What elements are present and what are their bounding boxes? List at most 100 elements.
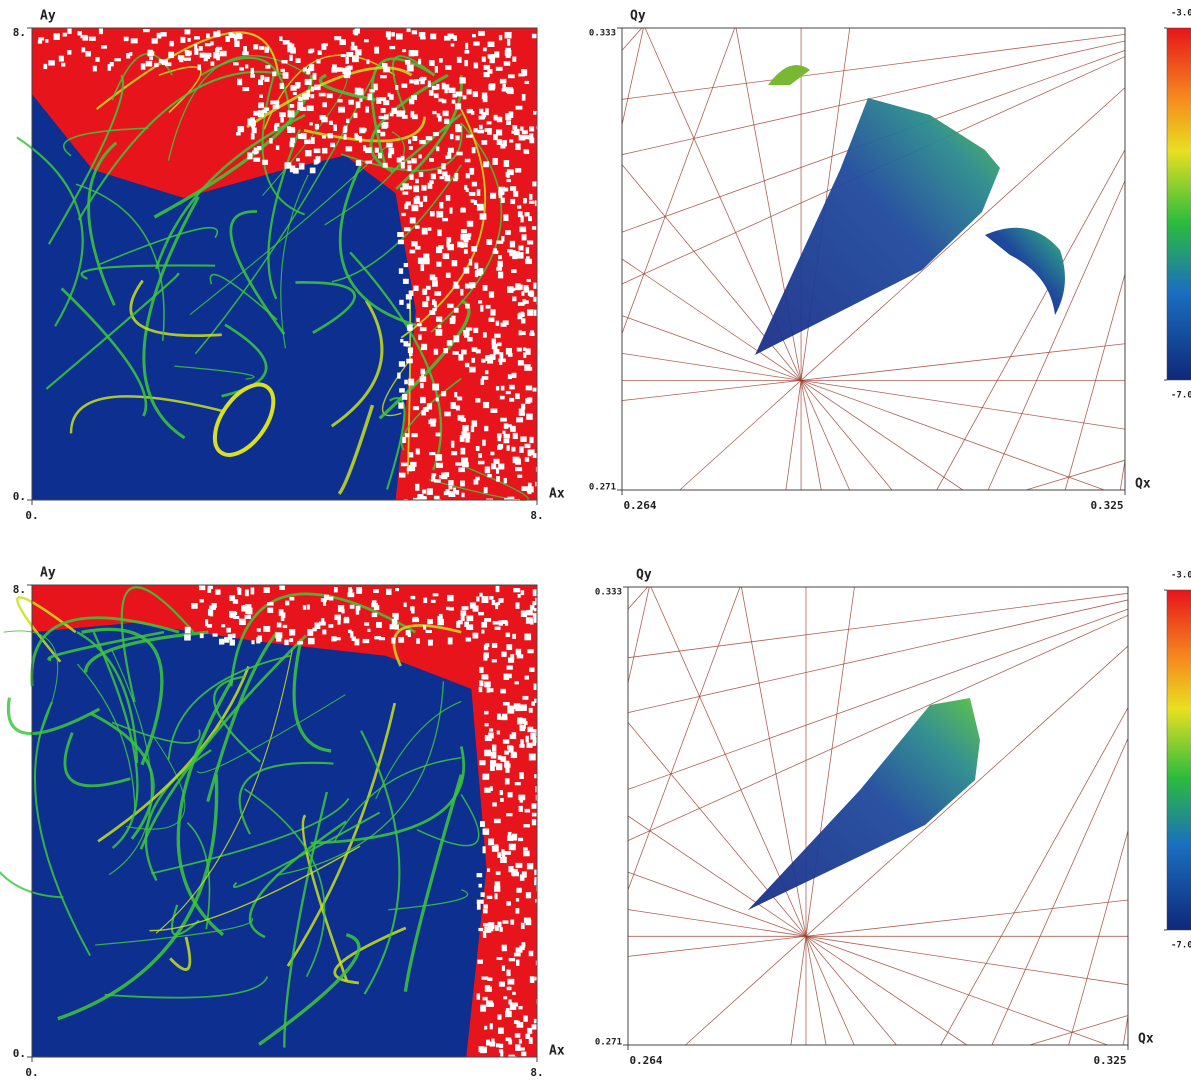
- lost-particle: [486, 687, 490, 693]
- lost-particle: [506, 39, 511, 46]
- frequency-map-image: [0, 585, 543, 1061]
- lost-particle: [259, 94, 263, 98]
- lost-particle: [468, 191, 476, 196]
- resonance-lines: [627, 586, 1129, 1046]
- resonance-band: [310, 746, 466, 845]
- lost-particle: [297, 101, 303, 108]
- lost-particle: [332, 64, 337, 69]
- lost-particle: [431, 476, 436, 482]
- lost-particle: [448, 607, 454, 611]
- lost-particle: [448, 485, 453, 490]
- lost-particle: [477, 460, 485, 465]
- lost-particle: [398, 361, 406, 367]
- resonance-line: [627, 722, 897, 1046]
- colorbar: [1166, 589, 1191, 931]
- lost-particle: [53, 33, 60, 40]
- lost-particle: [350, 631, 354, 638]
- lost-particle: [490, 451, 495, 456]
- lost-particle: [328, 624, 334, 628]
- lost-particle: [524, 808, 531, 813]
- lost-particle: [212, 633, 218, 637]
- lost-particle: [516, 1022, 524, 1028]
- lost-particle: [503, 214, 509, 221]
- lost-particle: [314, 84, 321, 91]
- lost-particle: [433, 348, 439, 355]
- lost-particle: [502, 140, 507, 147]
- lost-particle: [512, 296, 517, 302]
- lost-particle: [442, 171, 448, 176]
- lost-particle: [236, 132, 241, 136]
- colorbar: [1166, 27, 1191, 381]
- lost-particle: [270, 100, 277, 105]
- lost-particle: [473, 200, 478, 205]
- lost-particle: [454, 103, 462, 110]
- resonance-line: [627, 909, 1129, 986]
- lost-particle: [519, 744, 525, 748]
- lost-particle: [460, 613, 465, 621]
- lost-particle: [180, 36, 186, 43]
- lost-particle: [429, 418, 437, 423]
- resonance-band: [392, 624, 462, 667]
- lost-particle: [199, 52, 206, 58]
- lost-particle: [498, 463, 505, 470]
- lost-particle: [415, 225, 420, 229]
- lost-particle: [199, 633, 204, 639]
- lost-particle: [509, 139, 514, 143]
- lost-particle: [487, 357, 494, 364]
- lost-particle: [403, 262, 409, 268]
- lost-particle: [464, 233, 471, 241]
- lost-particle: [298, 162, 305, 170]
- lost-particle: [434, 479, 441, 483]
- lost-particle: [523, 285, 529, 292]
- lost-particle: [347, 629, 352, 634]
- lost-particle: [312, 627, 317, 632]
- lost-particle: [314, 123, 319, 130]
- lost-particle: [67, 28, 72, 34]
- lost-particle: [210, 61, 215, 66]
- lost-particle: [306, 68, 311, 75]
- lost-particle: [237, 126, 245, 133]
- lost-particle: [354, 133, 358, 140]
- lost-particle: [531, 803, 538, 809]
- lost-particle: [520, 922, 525, 930]
- x-tick-label: 8.: [530, 509, 543, 522]
- lost-particle: [343, 134, 347, 140]
- lost-particle: [475, 476, 480, 481]
- resonance-line: [627, 871, 1108, 1046]
- lost-particle: [531, 33, 539, 39]
- lost-particle: [466, 134, 473, 138]
- y-tick-label: 8.: [13, 583, 26, 596]
- lost-particle: [532, 601, 539, 606]
- lost-particle: [479, 821, 485, 827]
- lost-particle: [508, 843, 516, 851]
- lost-particle: [215, 47, 220, 53]
- lost-particle: [243, 46, 247, 53]
- lost-particle: [385, 31, 391, 38]
- lost-particle: [499, 78, 507, 84]
- lost-particle: [382, 162, 388, 168]
- lost-particle: [473, 327, 479, 334]
- lost-particle: [499, 927, 503, 932]
- lost-particle: [530, 732, 536, 740]
- lost-particle: [471, 181, 478, 187]
- lost-particle: [488, 1002, 494, 1007]
- lost-particle: [433, 93, 439, 99]
- lost-particle: [481, 56, 486, 62]
- lost-particle: [512, 633, 517, 639]
- lost-particle: [463, 249, 468, 254]
- lost-particle: [512, 56, 517, 62]
- lost-particle: [496, 240, 504, 244]
- resonance-band: [331, 164, 462, 283]
- lost-particle: [504, 34, 509, 38]
- lost-particle: [458, 354, 464, 361]
- lost-particle: [473, 62, 479, 69]
- resonance-band: [229, 210, 286, 336]
- lost-particle: [460, 447, 466, 455]
- lost-particle: [536, 440, 541, 447]
- lost-particle: [529, 137, 535, 144]
- lost-particle: [460, 242, 464, 249]
- lost-particle: [431, 473, 437, 477]
- lost-particle: [396, 110, 403, 117]
- lost-particle: [523, 198, 527, 204]
- lost-particle: [487, 54, 494, 59]
